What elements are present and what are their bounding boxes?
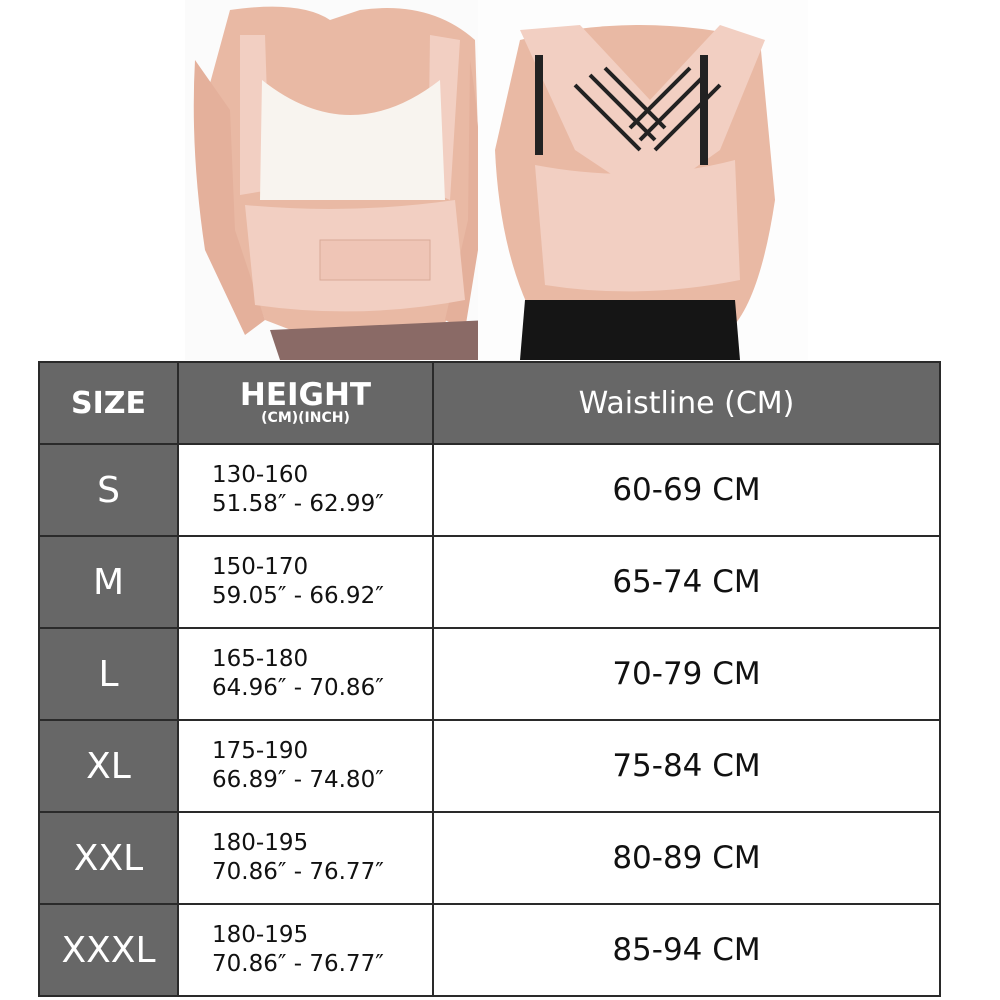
waistline-cell: 80-89 CM — [432, 811, 941, 905]
models-illustration — [185, 0, 808, 360]
waistline-cell: 75-84 CM — [432, 719, 941, 813]
front-model — [185, 0, 495, 360]
waistline-cell: 60-69 CM — [432, 443, 941, 537]
height-cm: 180-195 — [212, 922, 309, 948]
table-row: XXXL 180-195 70.86″ - 76.77″ 85-94 CM — [38, 903, 941, 997]
table-row: XL 175-190 66.89″ - 74.80″ 75-84 CM — [38, 719, 941, 813]
size-header: SIZE — [38, 361, 179, 445]
height-header-units: (CM)(INCH) — [261, 410, 350, 426]
height-inch: 59.05″ - 66.92″ — [212, 583, 384, 609]
height-cell: 130-160 51.58″ - 62.99″ — [177, 443, 434, 537]
height-inch: 64.96″ - 70.86″ — [212, 675, 384, 701]
size-cell: XXL — [38, 811, 179, 905]
product-photo — [0, 0, 1000, 360]
size-cell: XL — [38, 719, 179, 813]
height-inch: 51.58″ - 62.99″ — [212, 491, 384, 517]
height-cm: 150-170 — [212, 554, 309, 580]
waistline-cell: 85-94 CM — [432, 903, 941, 997]
waistline-cell: 65-74 CM — [432, 535, 941, 629]
waistline-cell: 70-79 CM — [432, 627, 941, 721]
size-cell: L — [38, 627, 179, 721]
height-cm: 175-190 — [212, 738, 309, 764]
table-header-row: SIZE HEIGHT (CM)(INCH) Waistline (CM) — [38, 361, 941, 445]
table-row: XXL 180-195 70.86″ - 76.77″ 80-89 CM — [38, 811, 941, 905]
height-header-label: HEIGHT — [239, 377, 372, 413]
height-header: HEIGHT (CM)(INCH) — [177, 361, 434, 445]
table-row: S 130-160 51.58″ - 62.99″ 60-69 CM — [38, 443, 941, 537]
back-model — [478, 0, 808, 360]
height-cell: 180-195 70.86″ - 76.77″ — [177, 811, 434, 905]
size-cell: M — [38, 535, 179, 629]
height-inch: 66.89″ - 74.80″ — [212, 767, 384, 793]
waistline-header: Waistline (CM) — [432, 361, 941, 445]
height-cell: 175-190 66.89″ - 74.80″ — [177, 719, 434, 813]
height-inch: 70.86″ - 76.77″ — [212, 859, 384, 885]
height-cm: 165-180 — [212, 646, 309, 672]
height-cell: 165-180 64.96″ - 70.86″ — [177, 627, 434, 721]
height-cell: 180-195 70.86″ - 76.77″ — [177, 903, 434, 997]
height-inch: 70.86″ - 76.77″ — [212, 951, 384, 977]
table-row: L 165-180 64.96″ - 70.86″ 70-79 CM — [38, 627, 941, 721]
size-chart-table: SIZE HEIGHT (CM)(INCH) Waistline (CM) S … — [38, 361, 941, 997]
height-cm: 130-160 — [212, 462, 309, 488]
height-cm: 180-195 — [212, 830, 309, 856]
height-cell: 150-170 59.05″ - 66.92″ — [177, 535, 434, 629]
table-row: M 150-170 59.05″ - 66.92″ 65-74 CM — [38, 535, 941, 629]
size-cell: S — [38, 443, 179, 537]
size-cell: XXXL — [38, 903, 179, 997]
